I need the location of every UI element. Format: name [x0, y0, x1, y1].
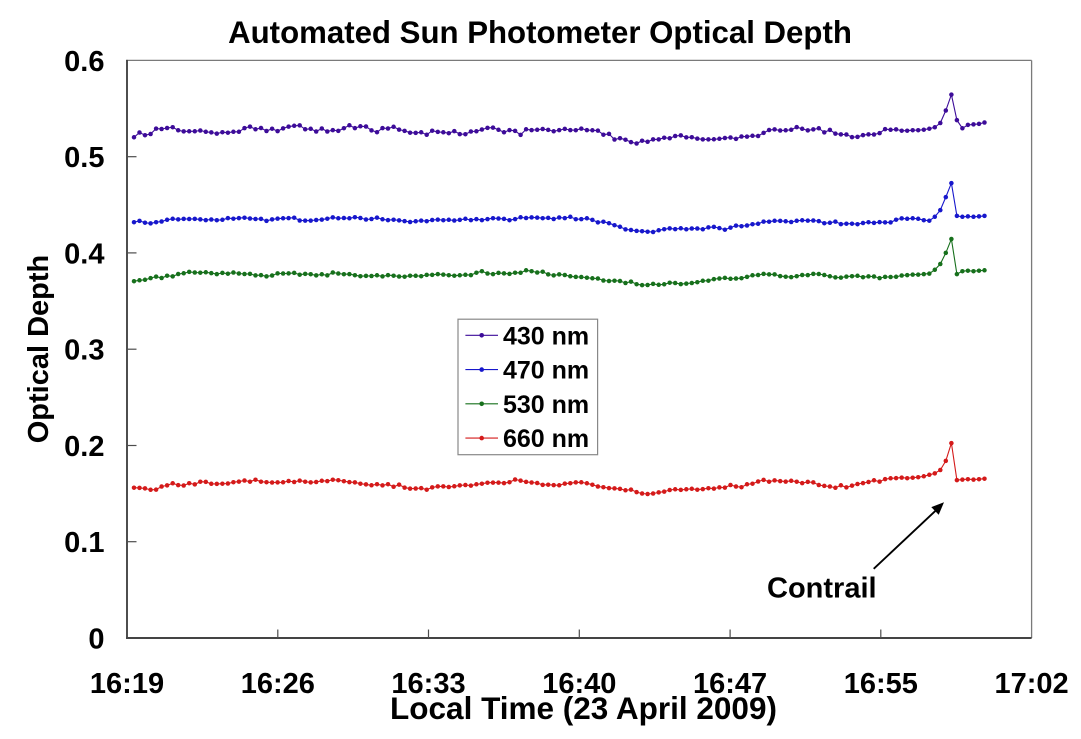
svg-text:0.4: 0.4 — [64, 238, 104, 270]
svg-text:0.6: 0.6 — [64, 46, 104, 78]
svg-text:0.5: 0.5 — [64, 142, 104, 174]
svg-text:0.2: 0.2 — [64, 431, 104, 463]
svg-text:0.1: 0.1 — [64, 527, 104, 559]
svg-text:16:26: 16:26 — [241, 668, 315, 700]
svg-text:0.3: 0.3 — [64, 335, 104, 367]
svg-text:16:33: 16:33 — [391, 668, 465, 700]
svg-text:16:40: 16:40 — [542, 668, 616, 700]
svg-text:530 nm: 530 nm — [503, 391, 589, 419]
svg-text:Local Time (23 April 2009): Local Time (23 April 2009) — [390, 690, 777, 726]
svg-text:16:55: 16:55 — [844, 668, 918, 700]
svg-text:Automated Sun Photometer Optic: Automated Sun Photometer Optical Depth — [228, 15, 852, 50]
svg-text:430 nm: 430 nm — [503, 322, 589, 350]
svg-text:660 nm: 660 nm — [503, 425, 589, 453]
svg-text:16:19: 16:19 — [90, 668, 164, 700]
svg-text:16:47: 16:47 — [693, 668, 767, 700]
svg-text:Contrail: Contrail — [767, 573, 877, 605]
svg-text:Optical Depth: Optical Depth — [23, 255, 55, 444]
svg-text:17:02: 17:02 — [995, 668, 1069, 700]
svg-text:0: 0 — [88, 624, 104, 656]
svg-text:470 nm: 470 nm — [503, 357, 589, 385]
